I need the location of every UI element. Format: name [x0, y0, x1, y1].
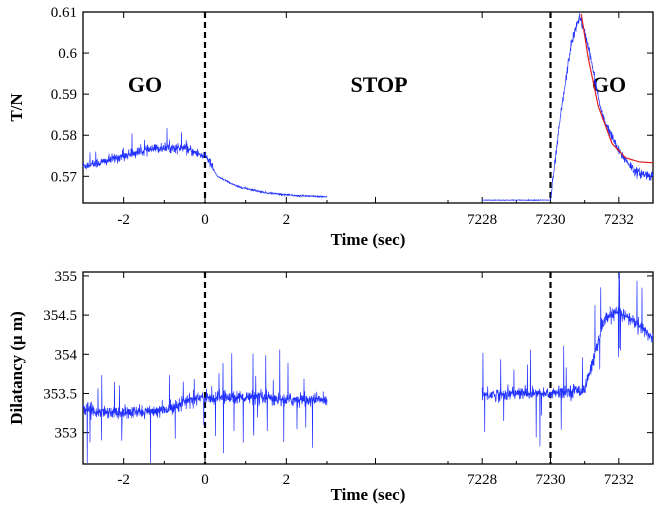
plot-frame: [82, 271, 654, 465]
y-tick-label: 0.6: [58, 46, 77, 62]
y-tick-label: 0.59: [51, 87, 77, 103]
x-tick-label: -2: [117, 212, 130, 228]
y-tick-label: 0.58: [51, 128, 77, 144]
x-axis-label: Time (sec): [331, 485, 406, 504]
x-tick-label: 7230: [536, 472, 566, 488]
y-tick-label: 353.5: [43, 386, 77, 402]
data-series-line: [82, 349, 328, 464]
x-tick-label: 2: [283, 472, 291, 488]
data-series-line: [481, 272, 654, 447]
x-tick-label: 0: [201, 472, 209, 488]
x-tick-label: 7230: [536, 212, 566, 228]
dilatancy-panel: 353 353.5 354 354.5 355 -2 0 2 7228 7230 7232 Time …: [7, 269, 654, 504]
fit-curve-line: [580, 13, 654, 164]
plot-frame: [82, 11, 654, 204]
y-tick-label: 0.61: [51, 5, 77, 21]
y-tick-label: 353: [55, 426, 78, 442]
x-tick-label: 7228: [467, 472, 497, 488]
x-axis-label: Time (sec): [331, 230, 406, 249]
tn-panel: 0.57 0.58 0.59 0.6 0.61 -2 0 2 7228 7230 7232 Time …: [7, 5, 654, 249]
x-tick-label: 7228: [467, 212, 497, 228]
y-tick-label: 355: [55, 269, 78, 285]
y-tick-label: 354: [55, 347, 78, 363]
x-tick-label: 2: [283, 212, 291, 228]
x-tick-label: 0: [201, 212, 209, 228]
data-series-line: [82, 128, 328, 199]
y-axis-label: T/N: [7, 93, 26, 122]
region-label-go: GO: [128, 72, 162, 97]
x-tick-label: 7232: [604, 472, 634, 488]
y-tick-label: 0.57: [51, 169, 78, 185]
x-tick-label: -2: [117, 472, 130, 488]
data-series-line: [481, 13, 654, 202]
y-axis-label: Dilatancy (μ m): [7, 311, 26, 425]
region-label-stop: STOP: [350, 72, 407, 97]
region-label-go: GO: [592, 72, 626, 97]
x-tick-label: 7232: [604, 212, 634, 228]
y-tick-label: 354.5: [43, 308, 77, 324]
